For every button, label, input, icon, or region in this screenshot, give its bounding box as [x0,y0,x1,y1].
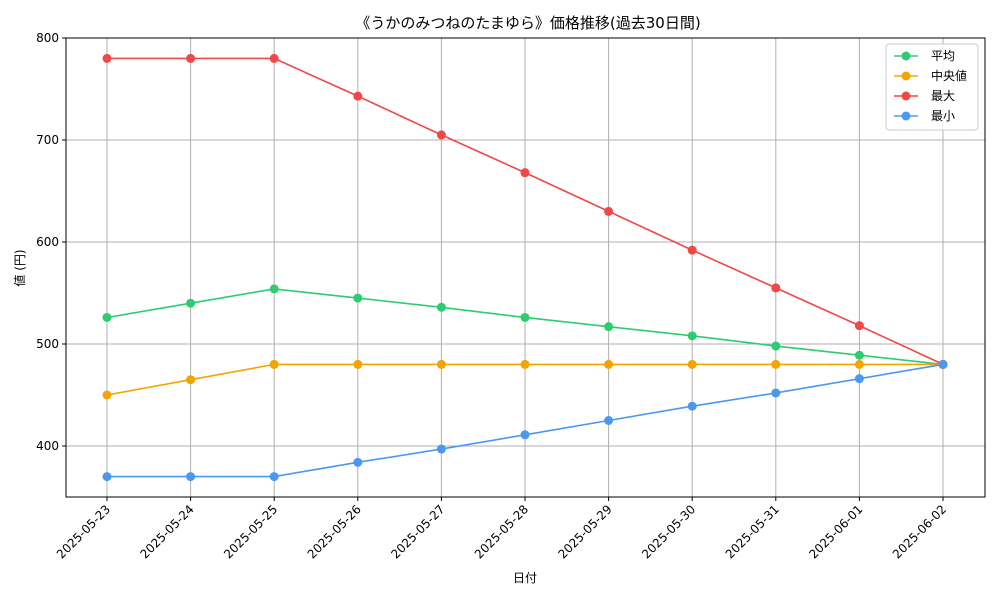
y-tick-label: 500 [36,337,59,351]
x-tick-label: 2025-05-28 [472,502,531,561]
data-point [269,472,279,482]
y-tick-label: 800 [36,31,59,45]
x-tick-label: 2025-05-24 [138,502,197,561]
data-point [854,321,864,331]
y-tick-label: 400 [36,439,59,453]
data-point [604,322,614,332]
data-point [687,245,697,255]
data-point [687,401,697,411]
data-point [854,350,864,360]
data-point [771,341,781,351]
data-point [520,168,530,178]
data-point [102,472,112,482]
y-axis-ticks: 400 500 600 700 800 [36,31,66,453]
series-1 [102,359,948,400]
data-point [186,375,196,385]
series-3 [102,359,948,482]
data-point [604,359,614,369]
data-point [186,472,196,482]
x-tick-label: 2025-05-27 [388,502,447,561]
data-point [186,298,196,308]
grid [66,37,985,497]
legend-box [885,43,979,131]
data-point [186,53,196,63]
data-point [269,284,279,294]
x-tick-label: 2025-05-26 [305,502,364,561]
data-point [604,416,614,425]
x-tick-label: 2025-06-01 [806,502,865,561]
legend-label: 中央値 [931,68,967,83]
data-point [353,293,363,303]
data-point [771,359,781,369]
legend-marker [901,51,911,61]
legend-label: 平均 [931,49,955,63]
data-point [854,374,864,384]
data-point [436,130,446,140]
x-tick-label: 2025-05-30 [639,502,698,561]
x-axis-label: 日付 [513,571,537,585]
series-0 [102,284,948,369]
data-point [771,388,781,398]
legend-marker [901,91,911,101]
x-tick-label: 2025-05-23 [54,502,113,561]
data-point [102,312,112,322]
x-tick-label: 2025-05-31 [723,502,782,561]
data-point [436,444,446,454]
data-point [269,53,279,63]
data-point [353,91,363,101]
data-point [854,359,864,369]
x-tick-label: 2025-05-29 [556,502,615,561]
y-tick-label: 700 [36,133,59,147]
data-point [520,312,530,322]
data-point [938,359,948,369]
data-point [604,206,614,216]
data-point [353,359,363,369]
data-point [102,390,112,400]
chart-title: 《うかのみつねのたまゆら》価格推移(過去30日間) [355,14,700,32]
data-point [269,359,279,369]
data-point [436,359,446,369]
legend-marker [901,111,911,121]
x-axis-ticks: 2025-05-23 2025-05-24 2025-05-25 2025-05-26… [54,497,949,561]
legend-marker [901,71,911,81]
data-point [520,359,530,369]
y-axis-label: 値 (円) [12,249,27,286]
data-point [353,457,363,467]
legend-label: 最小 [931,109,955,123]
data-point [771,283,781,293]
legend-label: 最大 [931,89,955,103]
data-point [687,331,697,341]
data-point [687,359,697,369]
x-tick-label: 2025-05-25 [221,502,280,561]
y-tick-label: 600 [36,235,59,249]
x-tick-label: 2025-06-02 [890,502,949,561]
data-point [436,302,446,312]
series-layer [102,53,948,482]
data-point [520,430,530,440]
data-point [102,53,112,63]
